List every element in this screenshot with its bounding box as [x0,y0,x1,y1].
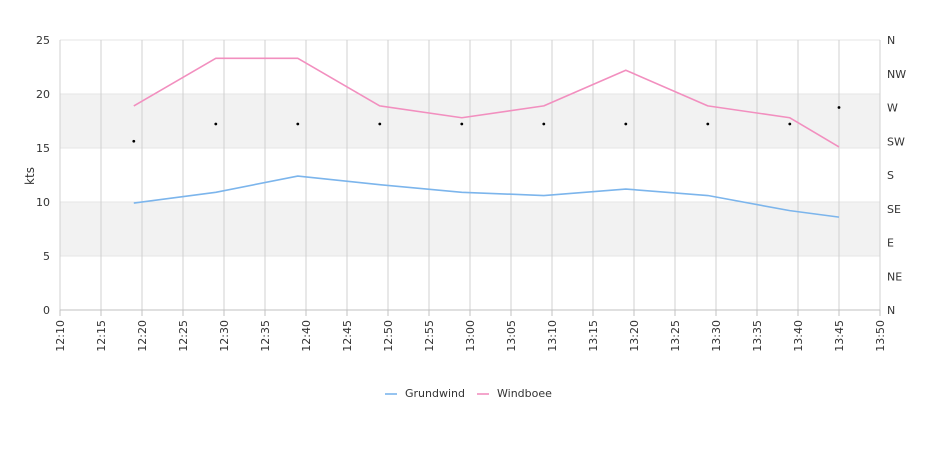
x-tick-label: 12:10 [54,320,67,352]
x-tick-label: 12:25 [177,320,190,352]
legend-label: Windboee [497,387,552,400]
series-lines [133,57,840,218]
y2-tick-label: S [887,169,894,182]
direction-point [296,122,300,126]
y2-tick-label: SE [887,203,901,216]
x-tick-label: 12:15 [95,320,108,352]
legend-label: Grundwind [405,387,465,400]
x-tick-label: 13:50 [874,320,887,352]
axes [59,309,881,316]
x-tick-label: 12:35 [259,320,272,352]
x-tick-label: 13:20 [628,320,641,352]
direction-point [624,122,628,126]
x-tick-label: 13:45 [833,320,846,352]
direction-point [132,139,136,143]
x-tick-label: 13:30 [710,320,723,352]
x-tick-label: 13:15 [587,320,600,352]
direction-point [214,122,218,126]
x-tick-label: 12:55 [423,320,436,352]
direction-point [542,122,546,126]
x-tick-label: 12:20 [136,320,149,352]
series-line-windboee [133,57,840,148]
x-tick-label: 13:25 [669,320,682,352]
y2-tick-label: SW [887,135,905,148]
y2-tick-label: E [887,237,894,250]
y2-tick-label: NE [887,270,902,283]
direction-point [837,106,841,109]
x-tick-label: 13:40 [792,320,805,352]
y2-tick-label: NW [887,68,906,81]
y-tick-label: 15 [36,142,50,155]
x-tick-label: 13:10 [546,320,559,352]
x-tick-label: 13:35 [751,320,764,352]
y2-axis-tick-labels: N NE E SE S SW W NW N [887,34,906,317]
legend-item-grundwind[interactable]: Grundwind [385,387,465,400]
y2-tick-label: N [887,34,895,47]
y2-tick-label: N [887,304,895,317]
y-axis-tick-labels: 0 5 10 15 20 25 [36,34,50,317]
direction-point [706,122,710,126]
y-tick-label: 20 [36,88,50,101]
direction-point [460,122,464,126]
series-line-grundwind [133,175,840,218]
grid-lines [59,39,881,311]
x-tick-label: 12:45 [341,320,354,352]
y2-tick-label: W [887,102,898,115]
y-tick-label: 0 [43,304,50,317]
x-tick-label: 12:50 [382,320,395,352]
direction-point [788,122,792,126]
x-axis-tick-labels: 12:10 12:15 12:20 12:25 12:30 12:35 12:40 12:45… [54,320,887,352]
x-tick-label: 12:40 [300,320,313,352]
y-tick-label: 5 [43,250,50,263]
x-tick-label: 13:00 [464,320,477,352]
y-tick-label: 10 [36,196,50,209]
y-axis-title: kts [23,167,37,185]
x-tick-label: 12:30 [218,320,231,352]
direction-markers [132,106,841,143]
legend-item-windboee[interactable]: Windboee [477,387,552,400]
direction-point [378,122,382,126]
y-tick-label: 25 [36,34,50,47]
x-tick-label: 13:05 [505,320,518,352]
legend: Grundwind Windboee [385,387,552,400]
